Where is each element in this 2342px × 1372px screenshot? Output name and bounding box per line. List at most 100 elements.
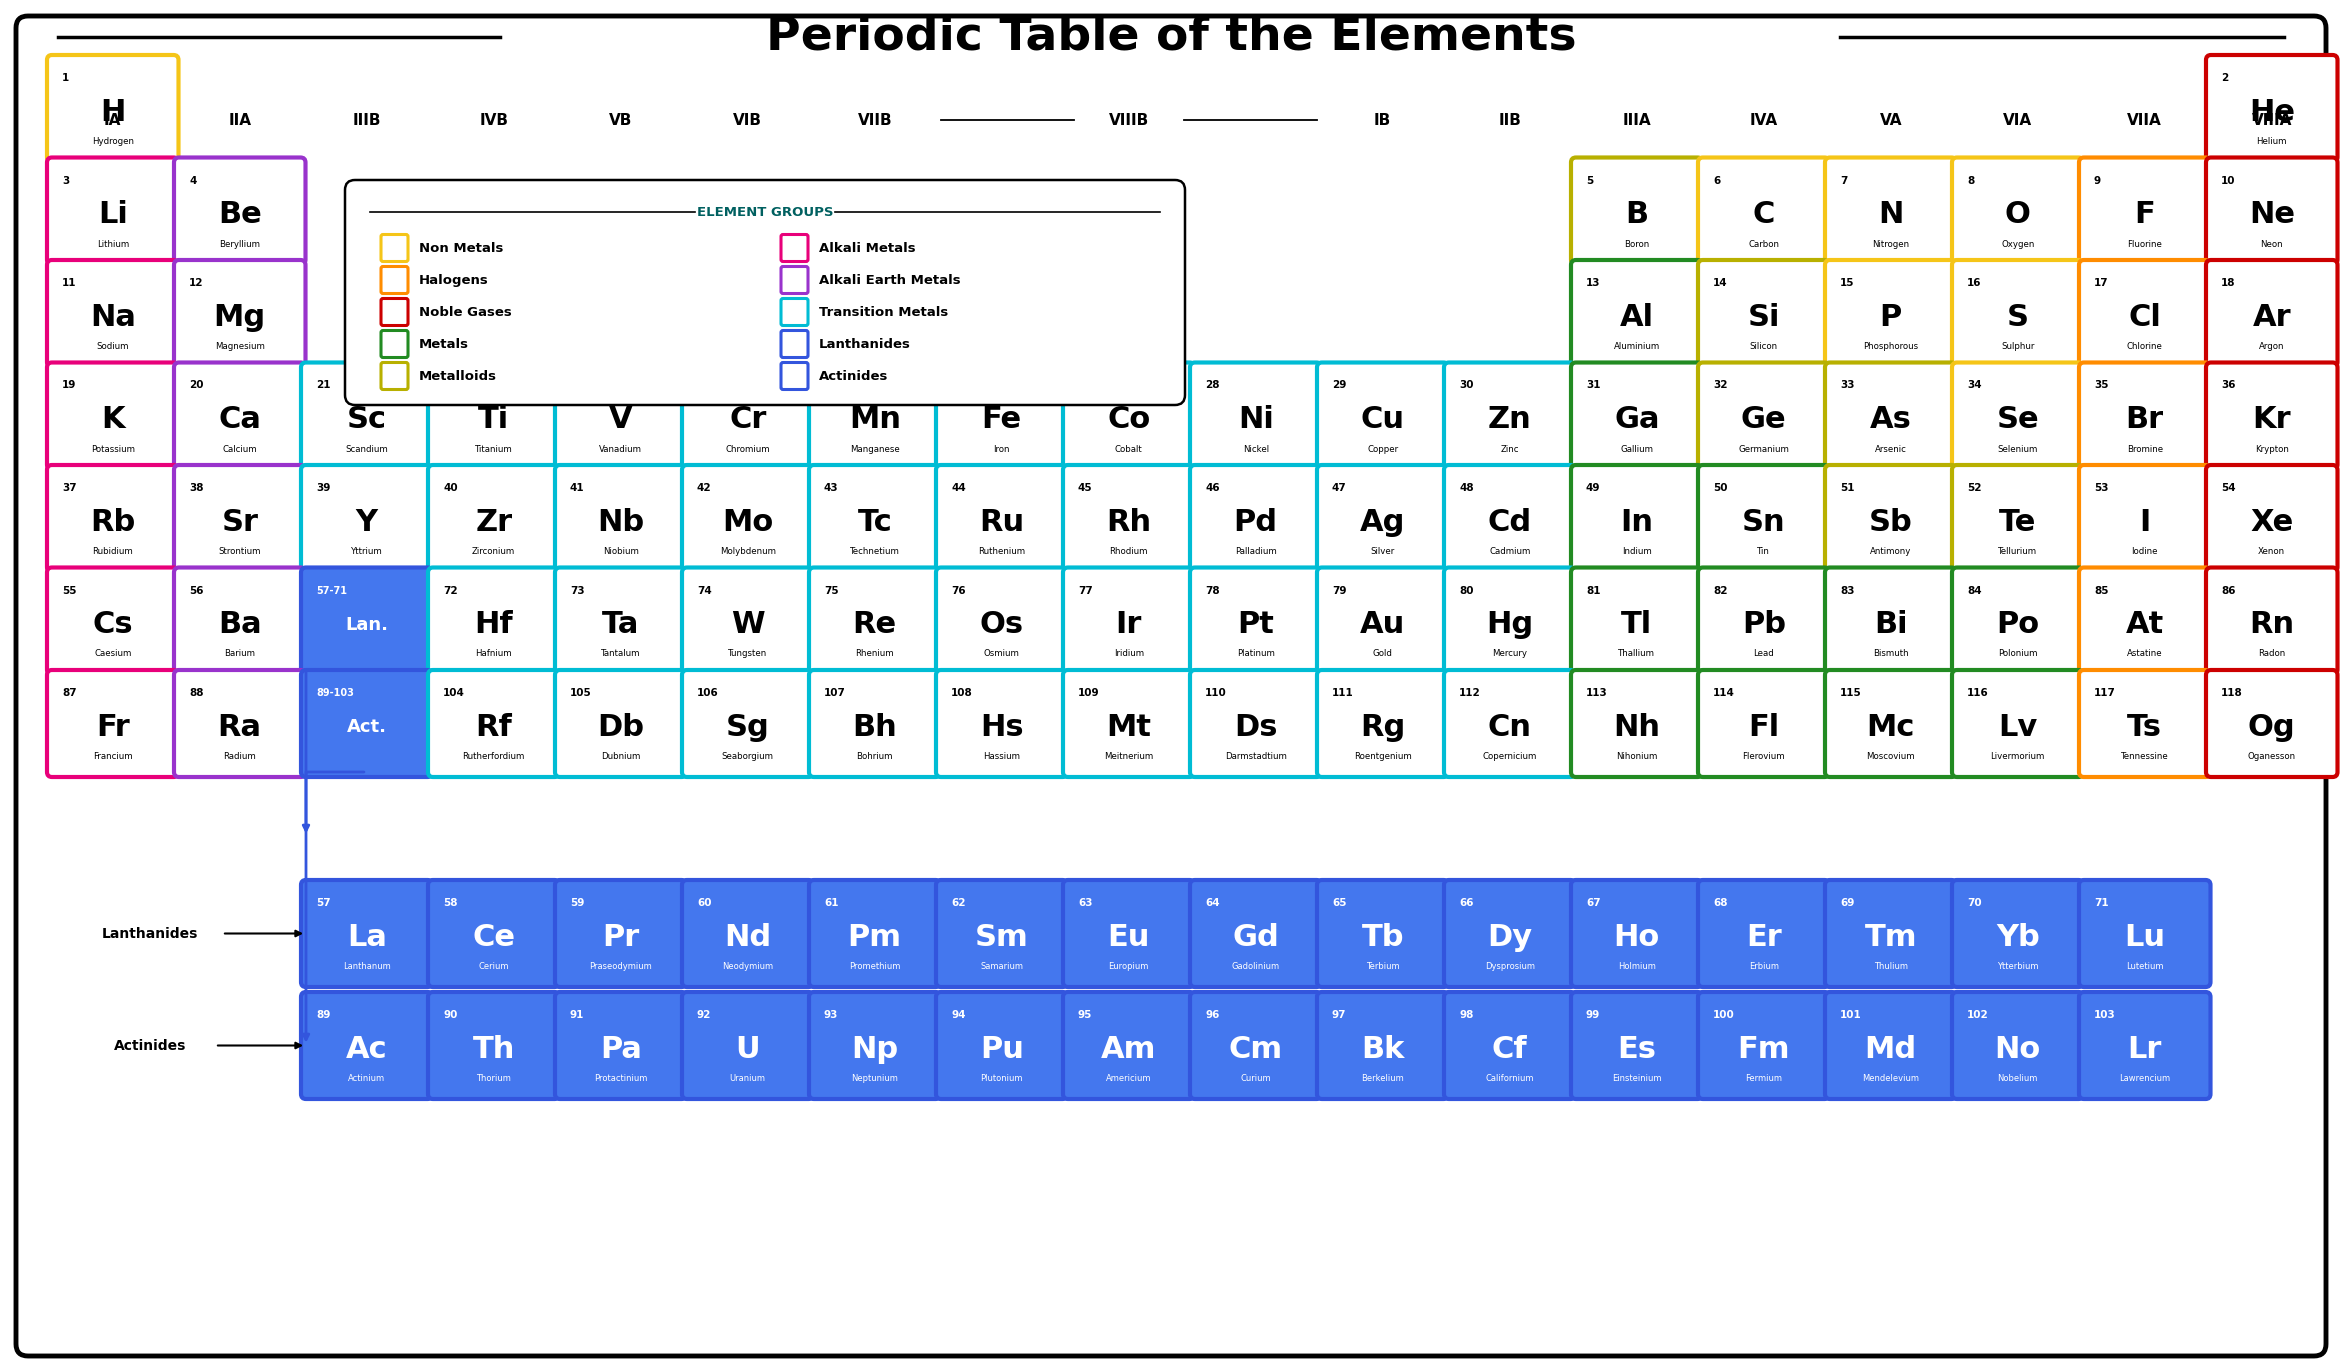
Text: 3: 3 (61, 176, 70, 185)
Text: Alkali Earth Metals: Alkali Earth Metals (820, 273, 960, 287)
Text: Re: Re (852, 611, 897, 639)
Text: Protactinium: Protactinium (595, 1074, 646, 1083)
Text: He: He (2248, 97, 2295, 126)
Text: Praseodymium: Praseodymium (590, 962, 651, 971)
FancyBboxPatch shape (1698, 879, 1829, 986)
Text: Nickel: Nickel (1244, 445, 1269, 454)
FancyBboxPatch shape (1951, 362, 2084, 469)
Text: 8: 8 (1967, 176, 1974, 185)
Text: 96: 96 (1206, 1010, 1220, 1019)
Text: Berkelium: Berkelium (1361, 1074, 1405, 1083)
FancyBboxPatch shape (2080, 362, 2211, 469)
FancyBboxPatch shape (555, 362, 686, 469)
Text: 54: 54 (2220, 483, 2237, 493)
Text: 110: 110 (1206, 687, 1227, 698)
FancyBboxPatch shape (2206, 362, 2337, 469)
Text: Chlorine: Chlorine (2127, 342, 2162, 351)
Text: Phosphorous: Phosphorous (1864, 342, 1918, 351)
Text: Mercury: Mercury (1492, 649, 1527, 659)
Text: Ra: Ra (218, 713, 262, 742)
Text: Ge: Ge (1740, 405, 1787, 435)
Text: Gadolinium: Gadolinium (1232, 962, 1279, 971)
FancyBboxPatch shape (47, 261, 178, 366)
FancyBboxPatch shape (1824, 992, 1956, 1099)
FancyBboxPatch shape (429, 879, 560, 986)
Text: 89: 89 (316, 1010, 330, 1019)
Text: Actinium: Actinium (349, 1074, 386, 1083)
FancyBboxPatch shape (937, 992, 1068, 1099)
Text: Eu: Eu (1108, 923, 1150, 952)
Text: 12: 12 (190, 279, 204, 288)
FancyBboxPatch shape (1316, 568, 1447, 675)
Text: 106: 106 (698, 687, 719, 698)
Text: 10: 10 (2220, 176, 2237, 185)
Text: Dysprosium: Dysprosium (1485, 962, 1534, 971)
Text: Meitnerium: Meitnerium (1103, 752, 1152, 761)
Text: Technetium: Technetium (850, 547, 899, 556)
Text: 114: 114 (1712, 687, 1735, 698)
Text: 87: 87 (61, 687, 77, 698)
Text: 7: 7 (1841, 176, 1848, 185)
Text: VIA: VIA (2002, 113, 2033, 128)
FancyBboxPatch shape (808, 670, 941, 777)
Text: Ti: Ti (478, 405, 508, 435)
Text: 64: 64 (1206, 899, 1220, 908)
FancyBboxPatch shape (1824, 670, 1956, 777)
Text: 22: 22 (443, 380, 457, 391)
Text: Pt: Pt (1237, 611, 1274, 639)
Text: U: U (735, 1034, 761, 1063)
FancyBboxPatch shape (780, 235, 808, 262)
Text: 4: 4 (190, 176, 197, 185)
FancyBboxPatch shape (682, 670, 813, 777)
Text: Rhodium: Rhodium (1110, 547, 1148, 556)
Text: Gallium: Gallium (1621, 445, 1653, 454)
FancyBboxPatch shape (555, 670, 686, 777)
FancyBboxPatch shape (16, 16, 2326, 1356)
Text: Nobelium: Nobelium (1998, 1074, 2038, 1083)
Text: Palladium: Palladium (1234, 547, 1276, 556)
Text: Iodine: Iodine (2131, 547, 2157, 556)
Text: 108: 108 (951, 687, 972, 698)
Text: Roentgenium: Roentgenium (1354, 752, 1412, 761)
FancyBboxPatch shape (1190, 670, 1321, 777)
Text: 77: 77 (1077, 586, 1094, 595)
Text: Thulium: Thulium (1874, 962, 1909, 971)
Text: Tin: Tin (1756, 547, 1771, 556)
Text: IIB: IIB (1499, 113, 1522, 128)
FancyBboxPatch shape (937, 362, 1068, 469)
FancyBboxPatch shape (1571, 879, 1703, 986)
Text: IA: IA (103, 113, 122, 128)
FancyBboxPatch shape (2206, 158, 2337, 265)
Text: Lawrencium: Lawrencium (2120, 1074, 2171, 1083)
Text: Mc: Mc (1867, 713, 1916, 742)
FancyBboxPatch shape (302, 568, 433, 675)
Text: Zirconium: Zirconium (473, 547, 515, 556)
Text: Se: Se (1995, 405, 2040, 435)
Text: Fr: Fr (96, 713, 129, 742)
Text: Nb: Nb (597, 508, 644, 536)
Text: 55: 55 (61, 586, 77, 595)
FancyBboxPatch shape (808, 465, 941, 572)
Text: Seaborgium: Seaborgium (721, 752, 773, 761)
Text: 34: 34 (1967, 380, 1981, 391)
FancyBboxPatch shape (1571, 465, 1703, 572)
Text: 99: 99 (1586, 1010, 1600, 1019)
Text: Fluorine: Fluorine (2127, 240, 2162, 248)
FancyBboxPatch shape (1951, 465, 2084, 572)
Text: 63: 63 (1077, 899, 1091, 908)
Text: Tm: Tm (1864, 923, 1918, 952)
Text: Xe: Xe (2251, 508, 2293, 536)
Text: VB: VB (609, 113, 632, 128)
Text: Promethium: Promethium (850, 962, 899, 971)
Text: 58: 58 (443, 899, 457, 908)
FancyBboxPatch shape (302, 879, 433, 986)
FancyBboxPatch shape (1063, 465, 1194, 572)
Text: Darmstadtium: Darmstadtium (1225, 752, 1286, 761)
FancyBboxPatch shape (1951, 261, 2084, 366)
Text: 31: 31 (1586, 380, 1600, 391)
FancyBboxPatch shape (1571, 568, 1703, 675)
Text: Sulphur: Sulphur (2000, 342, 2035, 351)
Text: Mendelevium: Mendelevium (1862, 1074, 1918, 1083)
Text: VIIIA: VIIIA (2251, 113, 2293, 128)
Text: Be: Be (218, 200, 262, 229)
